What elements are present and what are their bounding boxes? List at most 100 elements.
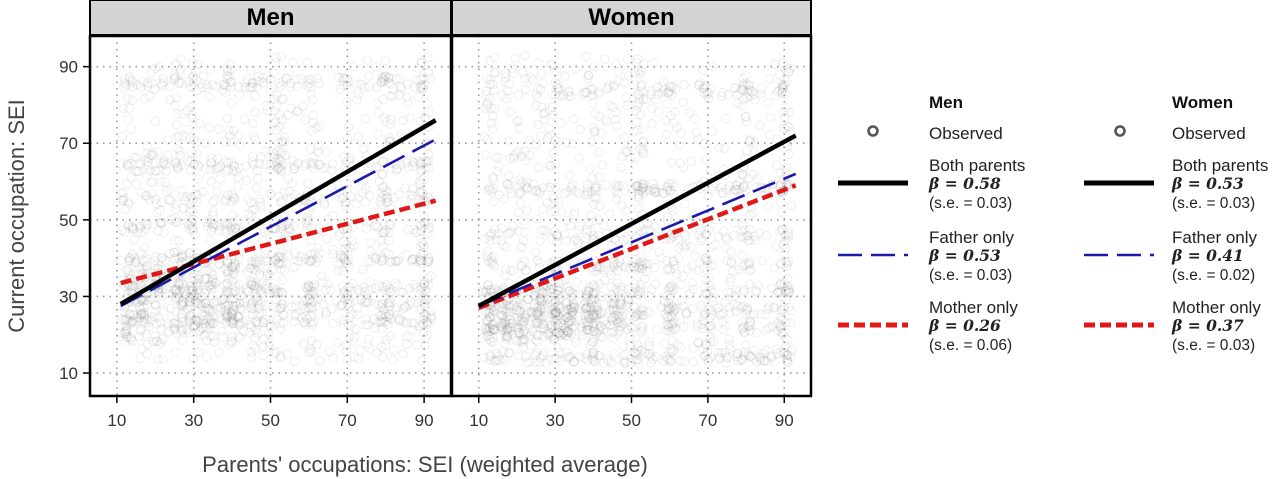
observed-point — [119, 82, 129, 93]
observed-point — [697, 323, 708, 334]
observed-point — [159, 155, 170, 166]
observed-point — [607, 313, 617, 324]
observed-point — [394, 315, 405, 326]
observed-point — [395, 286, 405, 297]
observed-point — [379, 219, 390, 229]
observed-point — [224, 131, 235, 141]
observed-point — [756, 355, 766, 366]
observed-point — [638, 180, 649, 190]
observed-point — [591, 313, 601, 324]
observed-point — [188, 222, 198, 233]
observed-point — [124, 255, 134, 266]
observed-point — [171, 58, 182, 68]
observed-point — [543, 329, 554, 340]
observed-point — [409, 318, 420, 329]
observed-point — [634, 306, 645, 317]
observed-point — [190, 189, 201, 199]
observed-point — [342, 133, 353, 144]
observed-point — [376, 255, 387, 266]
observed-point — [569, 289, 580, 299]
observed-point — [477, 287, 488, 298]
observed-point — [185, 133, 195, 144]
observed-point — [485, 311, 496, 322]
observed-point — [611, 120, 622, 131]
observed-point — [215, 161, 225, 172]
observed-point — [170, 324, 181, 334]
observed-point — [221, 306, 231, 316]
observed-point — [633, 66, 644, 76]
observed-point — [262, 268, 273, 279]
observed-point — [720, 320, 731, 331]
observed-point — [519, 216, 529, 226]
observed-point — [421, 98, 432, 109]
observed-point — [257, 308, 267, 319]
observed-point — [744, 235, 755, 246]
observed-point — [486, 186, 497, 197]
observed-point — [567, 307, 578, 318]
observed-point — [656, 253, 666, 264]
observed-point — [699, 87, 709, 98]
observed-point — [384, 220, 395, 230]
observed-point — [226, 98, 237, 109]
observed-point — [589, 192, 600, 203]
observed-point — [628, 261, 639, 271]
observed-point — [558, 320, 569, 331]
observed-point — [526, 341, 537, 351]
observed-point — [723, 352, 733, 363]
observed-point — [651, 187, 661, 197]
observed-point — [375, 316, 386, 326]
observed-point — [591, 261, 602, 272]
observed-point — [670, 107, 680, 117]
observed-point — [633, 358, 644, 368]
observed-point — [649, 221, 660, 232]
observed-point — [408, 161, 418, 171]
observed-point — [184, 76, 194, 87]
observed-point — [640, 186, 651, 196]
observed-point — [508, 153, 519, 163]
observed-point — [134, 301, 144, 312]
observed-point — [208, 274, 218, 284]
observed-point — [283, 223, 294, 233]
observed-point — [209, 337, 220, 347]
observed-point — [496, 320, 506, 331]
observed-point — [637, 80, 647, 90]
observed-point — [171, 204, 181, 214]
observed-point — [386, 114, 396, 124]
observed-point — [173, 253, 184, 263]
observed-point — [481, 315, 492, 325]
observed-point — [235, 262, 245, 273]
x-tick-label: 30 — [546, 411, 565, 430]
observed-point — [573, 224, 584, 235]
observed-point — [729, 218, 740, 228]
observed-point — [188, 194, 198, 204]
observed-point — [127, 77, 138, 88]
observed-point — [277, 94, 288, 105]
observed-point — [377, 298, 387, 308]
observed-point — [120, 328, 130, 339]
observed-point — [360, 197, 371, 207]
observed-point — [146, 150, 156, 160]
observed-point — [634, 89, 644, 100]
observed-point — [227, 318, 238, 329]
observed-point — [482, 100, 493, 110]
observed-point — [252, 296, 263, 307]
observed-point — [302, 58, 313, 68]
observed-point — [702, 289, 713, 299]
observed-point — [271, 52, 281, 63]
observed-point — [633, 262, 644, 272]
observed-point — [701, 154, 712, 165]
observed-point — [342, 289, 353, 300]
observed-point — [418, 293, 428, 304]
observed-point — [514, 123, 525, 134]
observed-point — [646, 86, 657, 96]
observed-point — [266, 160, 276, 170]
observed-point — [352, 95, 362, 105]
observed-point — [184, 207, 195, 217]
observed-point — [272, 314, 282, 325]
observed-point — [285, 82, 295, 92]
observed-point — [498, 347, 508, 357]
observed-point — [227, 307, 237, 317]
observed-point — [276, 197, 287, 208]
observed-point — [276, 302, 287, 313]
observed-point — [210, 277, 221, 287]
